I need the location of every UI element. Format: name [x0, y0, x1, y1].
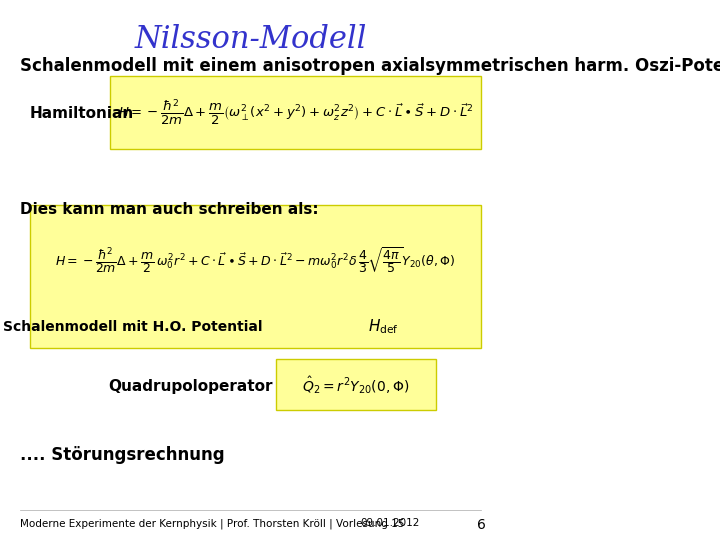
- Text: Dies kann man auch schreiben als:: Dies kann man auch schreiben als:: [20, 202, 319, 218]
- Text: $H = -\dfrac{\hbar^2}{2m}\Delta + \dfrac{m}{2}\left(\omega_\perp^2(x^2+y^2)+\ome: $H = -\dfrac{\hbar^2}{2m}\Delta + \dfrac…: [118, 97, 473, 127]
- Text: Moderne Experimente der Kernphysik | Prof. Thorsten Kröll | Vorlesung 15: Moderne Experimente der Kernphysik | Pro…: [20, 518, 405, 529]
- Text: $\hat{Q}_2 = r^2 Y_{20}(0,\Phi)$: $\hat{Q}_2 = r^2 Y_{20}(0,\Phi)$: [302, 374, 410, 396]
- Text: Hamiltonian: Hamiltonian: [30, 106, 135, 121]
- Text: $H = -\dfrac{\hbar^2}{2m}\Delta + \dfrac{m}{2}\,\omega_0^2 r^2 + C\cdot\vec{L}\b: $H = -\dfrac{\hbar^2}{2m}\Delta + \dfrac…: [55, 245, 456, 275]
- Text: Quadrupoloperator: Quadrupoloperator: [108, 379, 273, 394]
- Text: $H_{\mathrm{def}}$: $H_{\mathrm{def}}$: [368, 318, 399, 336]
- FancyBboxPatch shape: [110, 76, 481, 148]
- Text: Schalenmodell mit einem anisotropen axialsymmetrischen harm. Oszi-Potenzial:: Schalenmodell mit einem anisotropen axia…: [20, 57, 720, 75]
- Text: Nilsson-Modell: Nilsson-Modell: [135, 24, 366, 55]
- Text: Schalenmodell mit H.O. Potential: Schalenmodell mit H.O. Potential: [3, 320, 263, 334]
- Text: 09.01.2012: 09.01.2012: [361, 518, 420, 529]
- FancyBboxPatch shape: [30, 205, 481, 348]
- Text: 6: 6: [477, 518, 486, 532]
- FancyBboxPatch shape: [276, 359, 436, 410]
- Text: .... Störungsrechnung: .... Störungsrechnung: [20, 446, 225, 463]
